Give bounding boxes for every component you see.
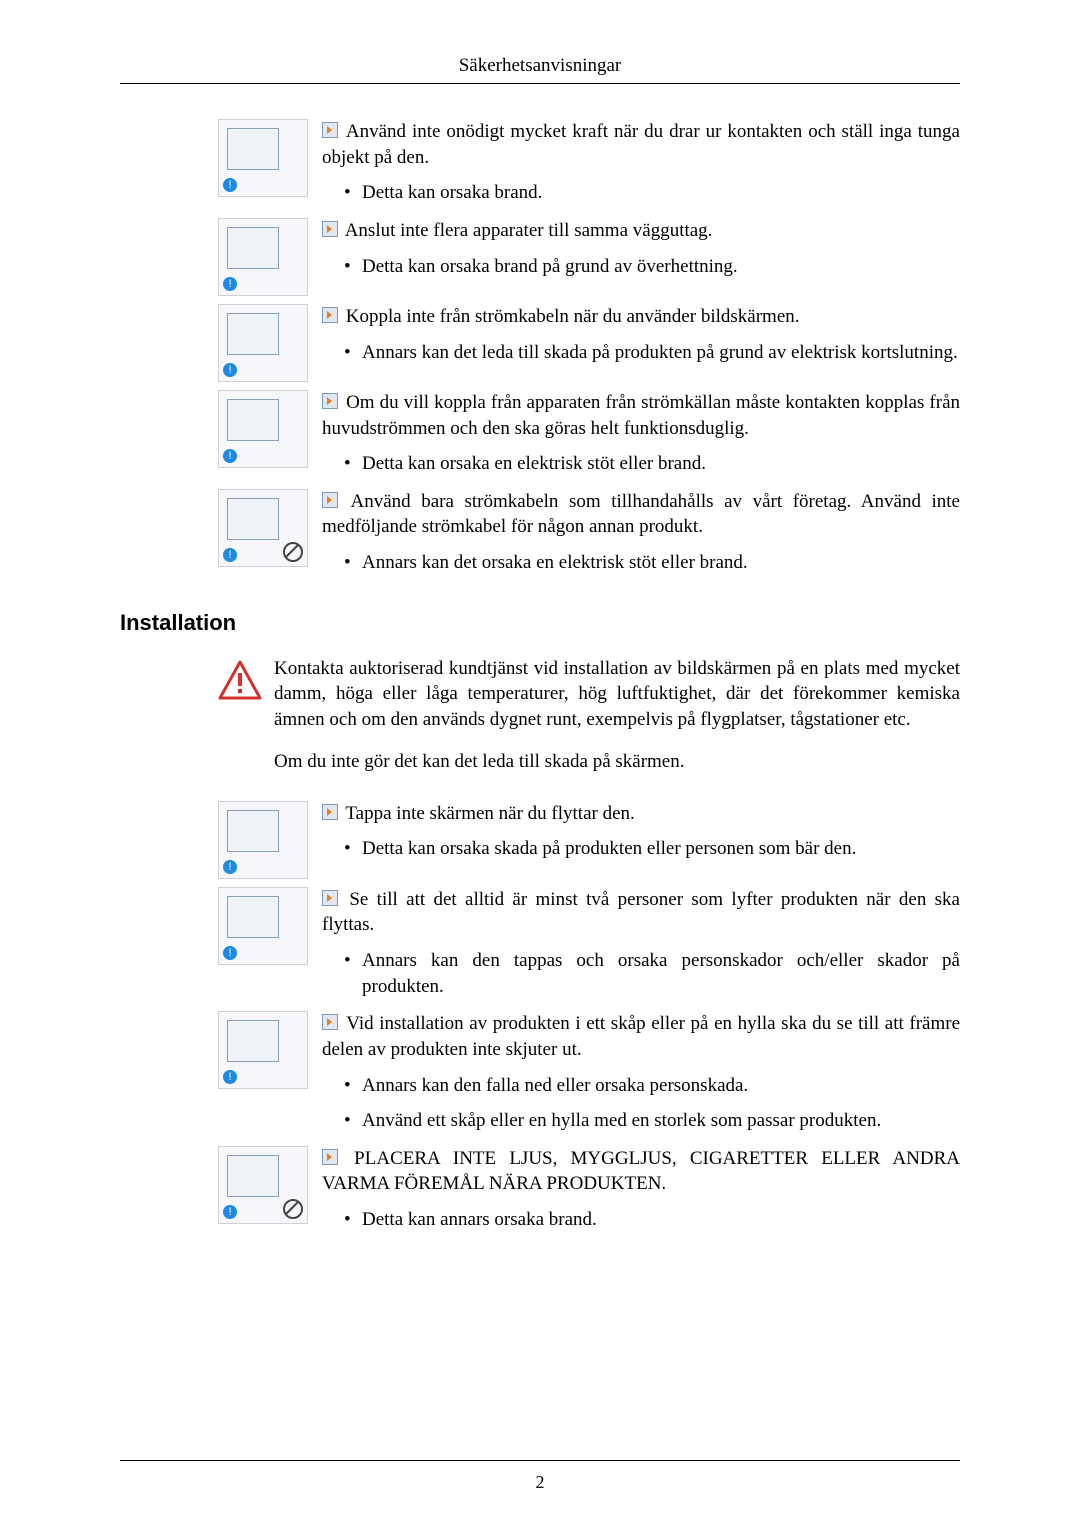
arrow-bullet-icon <box>322 393 338 409</box>
safety-item: ! Vid installation av produkten i ett sk… <box>120 1011 960 1138</box>
arrow-bullet-icon <box>322 122 338 138</box>
safety-item-sub: Detta kan orsaka brand på grund av överh… <box>344 254 960 280</box>
footer-rule <box>120 1460 960 1461</box>
bullet-dot-icon <box>344 550 362 576</box>
safety-item: ! Använd inte onödigt mycket kraft när d… <box>120 119 960 210</box>
header-rule <box>120 83 960 84</box>
safety-item-main: Koppla inte från strömkabeln när du anvä… <box>322 304 960 330</box>
warning-triangle-icon <box>218 660 262 700</box>
multi-outlet-icon: ! <box>218 218 308 296</box>
safety-item-sub: Detta kan orsaka skada på produkten elle… <box>344 836 960 862</box>
safety-item-main-text: Anslut inte flera apparater till samma v… <box>341 220 712 241</box>
safety-item-main-text: Om du vill koppla från apparaten från st… <box>322 392 960 439</box>
safety-item: ! Tappa inte skärmen när du flyttar den.… <box>120 801 960 879</box>
safety-item-text: Anslut inte flera apparater till samma v… <box>322 218 960 283</box>
safety-item-main: Använd bara strömkabeln som tillhandahål… <box>322 489 960 540</box>
bullet-dot-icon <box>344 836 362 862</box>
two-persons-icon: ! <box>218 887 308 965</box>
safety-item-text: Om du vill koppla från apparaten från st… <box>322 390 960 481</box>
safety-item-text: PLACERA INTE LJUS, MYGGLJUS, CIGARETTER … <box>322 1146 960 1237</box>
document-page: Säkerhetsanvisningar ! Använd inte onödi… <box>0 0 1080 1527</box>
candle-heat-icon: ! <box>218 1146 308 1224</box>
page-number: 2 <box>0 1472 1080 1493</box>
safety-item-sub: Detta kan annars orsaka brand. <box>344 1207 960 1233</box>
safety-item-sub: Annars kan den tappas och orsaka persons… <box>344 948 960 999</box>
safety-item-sub: Detta kan orsaka en elektrisk stöt eller… <box>344 451 960 477</box>
arrow-bullet-icon <box>322 492 338 508</box>
safety-item: ! Använd bara strömkabeln som tillhandah… <box>120 489 960 580</box>
safety-item-sub: Annars kan det orsaka en elektrisk stöt … <box>344 550 960 576</box>
safety-item-main-text: Koppla inte från strömkabeln när du anvä… <box>341 306 800 327</box>
safety-item-main-text: Vid installation av produkten i ett skåp… <box>322 1013 960 1060</box>
installation-intro-row: Kontakta auktoriserad kundtjänst vid ins… <box>218 656 960 733</box>
bullet-dot-icon <box>344 948 362 999</box>
safety-item-main-text: PLACERA INTE LJUS, MYGGLJUS, CIGARETTER … <box>322 1148 960 1195</box>
safety-item-sub: Annars kan den falla ned eller orsaka pe… <box>344 1073 960 1099</box>
safety-item-main: PLACERA INTE LJUS, MYGGLJUS, CIGARETTER … <box>322 1146 960 1197</box>
installation-intro-after: Om du inte gör det kan det leda till ska… <box>274 751 960 773</box>
arrow-bullet-icon <box>322 221 338 237</box>
safety-item-sub-text: Annars kan den tappas och orsaka persons… <box>362 948 960 999</box>
safety-item-main: Om du vill koppla från apparaten från st… <box>322 390 960 441</box>
safety-item-main: Se till att det alltid är minst två pers… <box>322 887 960 938</box>
bullet-dot-icon <box>344 340 362 366</box>
safety-item: ! Anslut inte flera apparater till samma… <box>120 218 960 296</box>
safety-item-main: Anslut inte flera apparater till samma v… <box>322 218 960 244</box>
section-heading-installation: Installation <box>120 610 960 636</box>
safety-item-text: Se till att det alltid är minst två pers… <box>322 887 960 1004</box>
safety-item: ! Om du vill koppla från apparaten från … <box>120 390 960 481</box>
safety-item-text: Tappa inte skärmen när du flyttar den. De… <box>322 801 960 866</box>
bullet-dot-icon <box>344 1073 362 1099</box>
arrow-bullet-icon <box>322 1014 338 1030</box>
safety-item-text: Använd bara strömkabeln som tillhandahål… <box>322 489 960 580</box>
safety-item-text: Vid installation av produkten i ett skåp… <box>322 1011 960 1138</box>
safety-item-sub-text: Detta kan orsaka en elektrisk stöt eller… <box>362 451 960 477</box>
safety-item-sub-text: Använd ett skåp eller en hylla med en st… <box>362 1108 960 1134</box>
safety-item-sub-text: Annars kan det orsaka en elektrisk stöt … <box>362 550 960 576</box>
safety-items-group-2: ! Tappa inte skärmen när du flyttar den.… <box>120 801 960 1237</box>
safety-items-group-1: ! Använd inte onödigt mycket kraft när d… <box>120 119 960 580</box>
arrow-bullet-icon <box>322 1149 338 1165</box>
safety-item: ! Se till att det alltid är minst två pe… <box>120 887 960 1004</box>
shelf-install-icon: ! <box>218 1011 308 1089</box>
safety-item-sub-text: Annars kan det leda till skada på produk… <box>362 340 960 366</box>
safety-item-sub-text: Detta kan orsaka skada på produkten elle… <box>362 836 960 862</box>
bullet-dot-icon <box>344 180 362 206</box>
installation-intro-text: Kontakta auktoriserad kundtjänst vid ins… <box>274 656 960 733</box>
safety-item-main-text: Använd bara strömkabeln som tillhandahål… <box>322 491 960 538</box>
safety-item-sub: Detta kan orsaka brand. <box>344 180 960 206</box>
arrow-bullet-icon <box>322 890 338 906</box>
force-plug-icon: ! <box>218 119 308 197</box>
unplug-use-icon: ! <box>218 304 308 382</box>
bullet-dot-icon <box>344 254 362 280</box>
disconnect-mains-icon: ! <box>218 390 308 468</box>
safety-item: ! Koppla inte från strömkabeln när du an… <box>120 304 960 382</box>
safety-item-sub-text: Detta kan orsaka brand. <box>362 180 960 206</box>
safety-item-sub-text: Detta kan orsaka brand på grund av överh… <box>362 254 960 280</box>
safety-item-main: Tappa inte skärmen när du flyttar den. <box>322 801 960 827</box>
supplied-cable-icon: ! <box>218 489 308 567</box>
page-header-title: Säkerhetsanvisningar <box>120 55 960 77</box>
bullet-dot-icon <box>344 451 362 477</box>
safety-item-main: Vid installation av produkten i ett skåp… <box>322 1011 960 1062</box>
drop-screen-icon: ! <box>218 801 308 879</box>
arrow-bullet-icon <box>322 804 338 820</box>
safety-item-sub-text: Detta kan annars orsaka brand. <box>362 1207 960 1233</box>
safety-item-sub: Annars kan det leda till skada på produk… <box>344 340 960 366</box>
bullet-dot-icon <box>344 1108 362 1134</box>
arrow-bullet-icon <box>322 307 338 323</box>
safety-item-text: Koppla inte från strömkabeln när du anvä… <box>322 304 960 369</box>
safety-item: ! PLACERA INTE LJUS, MYGGLJUS, CIGARETTE… <box>120 1146 960 1237</box>
safety-item-main: Använd inte onödigt mycket kraft när du … <box>322 119 960 170</box>
safety-item-sub: Använd ett skåp eller en hylla med en st… <box>344 1108 960 1134</box>
safety-item-main-text: Tappa inte skärmen när du flyttar den. <box>341 803 635 824</box>
safety-item-main-text: Se till att det alltid är minst två pers… <box>322 889 960 936</box>
bullet-dot-icon <box>344 1207 362 1233</box>
safety-item-main-text: Använd inte onödigt mycket kraft när du … <box>322 121 960 168</box>
safety-item-sub-text: Annars kan den falla ned eller orsaka pe… <box>362 1073 960 1099</box>
safety-item-text: Använd inte onödigt mycket kraft när du … <box>322 119 960 210</box>
